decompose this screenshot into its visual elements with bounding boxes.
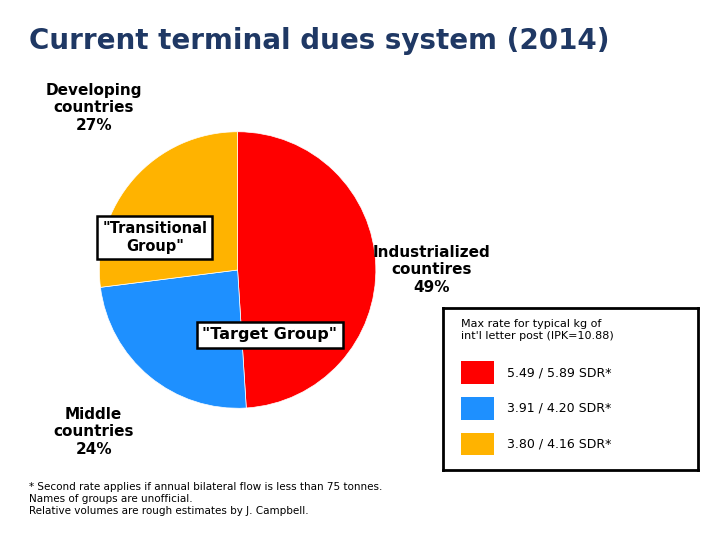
Text: Middle
countries
24%: Middle countries 24% bbox=[53, 407, 134, 457]
Text: 3.80 / 4.16 SDR*: 3.80 / 4.16 SDR* bbox=[507, 437, 611, 450]
Text: * Second rate applies if annual bilateral flow is less than 75 tonnes.
Names of : * Second rate applies if annual bilatera… bbox=[29, 483, 382, 516]
Wedge shape bbox=[101, 270, 246, 408]
Text: Developing
countries
27%: Developing countries 27% bbox=[45, 83, 142, 133]
Text: "Target Group": "Target Group" bbox=[202, 327, 338, 342]
Wedge shape bbox=[99, 132, 238, 287]
Text: 3.91 / 4.20 SDR*: 3.91 / 4.20 SDR* bbox=[507, 402, 611, 415]
Text: "Transitional
Group": "Transitional Group" bbox=[102, 221, 207, 254]
Text: Current terminal dues system (2014): Current terminal dues system (2014) bbox=[29, 27, 609, 55]
Bar bbox=[461, 433, 494, 455]
Text: 5.49 / 5.89 SDR*: 5.49 / 5.89 SDR* bbox=[507, 366, 611, 379]
Text: Industrialized
countires
49%: Industrialized countires 49% bbox=[373, 245, 491, 295]
Bar bbox=[461, 361, 494, 384]
Wedge shape bbox=[238, 132, 376, 408]
Bar bbox=[461, 397, 494, 420]
Text: Max rate for typical kg of
int'l letter post (IPK=10.88): Max rate for typical kg of int'l letter … bbox=[461, 319, 613, 341]
